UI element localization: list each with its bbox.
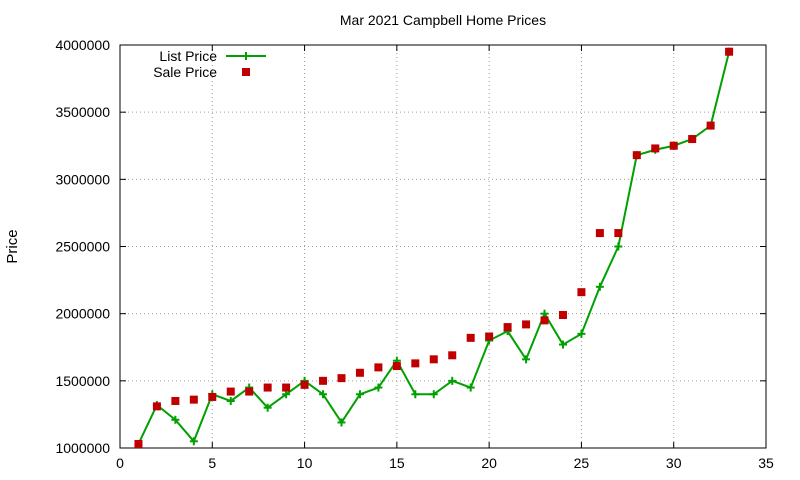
list-price-point <box>374 383 383 392</box>
sale-price-point <box>355 368 364 377</box>
sale-price-point <box>171 396 180 405</box>
list-price-point <box>337 418 346 427</box>
list-price-point <box>577 329 586 338</box>
y-tick-label: 3500000 <box>55 104 110 120</box>
list-price-point <box>429 390 438 399</box>
list-price-point <box>558 340 567 349</box>
sale-price-point <box>189 395 198 404</box>
sale-price-point <box>688 135 697 144</box>
y-tick-label: 4000000 <box>55 37 110 53</box>
x-tick-label: 25 <box>574 455 590 471</box>
sale-price-point <box>300 380 309 389</box>
sale-price-point <box>522 320 531 329</box>
list-price-point <box>466 383 475 392</box>
chart-title: Mar 2021 Campbell Home Prices <box>340 12 546 28</box>
sale-price-point <box>152 402 161 411</box>
sale-price-point <box>706 121 715 130</box>
list-price-point <box>171 415 180 424</box>
list-price-point <box>595 282 604 291</box>
sale-price-point <box>134 439 143 448</box>
sale-price-point <box>411 359 420 368</box>
series-layer <box>134 47 734 448</box>
legend-label: List Price <box>159 48 217 64</box>
x-tick-label: 35 <box>758 455 774 471</box>
legend-plus-marker <box>242 52 250 60</box>
sale-price-point <box>337 374 346 383</box>
sale-price-point <box>725 47 734 56</box>
sale-price-point <box>429 355 438 364</box>
sale-price-point <box>595 229 604 238</box>
list-price-point <box>614 242 623 251</box>
legend-label: Sale Price <box>153 64 217 80</box>
list-price-point <box>540 309 549 318</box>
sale-price-point <box>245 387 254 396</box>
sale-price-point <box>448 351 457 360</box>
sale-price-point <box>540 316 549 325</box>
list-price-point <box>282 390 291 399</box>
sale-price-point <box>632 151 641 160</box>
y-tick-label: 3000000 <box>55 171 110 187</box>
sale-price-point <box>466 333 475 342</box>
y-axis-label: Price <box>4 229 21 263</box>
x-tick-label: 30 <box>666 455 682 471</box>
sale-price-point <box>374 363 383 372</box>
sale-price-point <box>392 362 401 371</box>
list-price-point <box>319 390 328 399</box>
axis-ticks: 0 5 10 15 20 25 30 35 1000000 1500000 2000000 25000… <box>55 37 774 471</box>
sale-price-point <box>485 332 494 341</box>
list-price-point <box>263 403 272 412</box>
sale-price-point <box>577 288 586 297</box>
list-price-point <box>522 355 531 364</box>
legend-square-marker <box>242 68 250 76</box>
sale-price-point <box>558 311 567 320</box>
sale-price-point <box>614 229 623 238</box>
list-price-point <box>189 437 198 446</box>
series-0 <box>134 47 734 448</box>
y-tick-label: 2000000 <box>55 306 110 322</box>
list-price-point <box>355 390 364 399</box>
x-tick-label: 20 <box>481 455 497 471</box>
list-price-point <box>448 376 457 385</box>
sale-price-point <box>319 376 328 385</box>
x-tick-label: 5 <box>208 455 216 471</box>
list-price-point <box>411 390 420 399</box>
series-1 <box>134 47 734 448</box>
x-tick-label: 0 <box>116 455 124 471</box>
sale-price-point <box>282 383 291 392</box>
sale-price-point <box>263 383 272 392</box>
sale-price-point <box>503 323 512 332</box>
x-tick-label: 15 <box>389 455 405 471</box>
list-price-point <box>226 396 235 405</box>
x-tick-label: 10 <box>297 455 313 471</box>
sale-price-point <box>226 387 235 396</box>
list-price-line <box>137 51 731 445</box>
sale-price-point <box>669 141 678 150</box>
sale-price-point <box>208 392 217 401</box>
y-tick-label: 1500000 <box>55 373 110 389</box>
sale-price-point <box>651 144 660 153</box>
y-tick-label: 2500000 <box>55 239 110 255</box>
y-tick-label: 1000000 <box>55 440 110 456</box>
